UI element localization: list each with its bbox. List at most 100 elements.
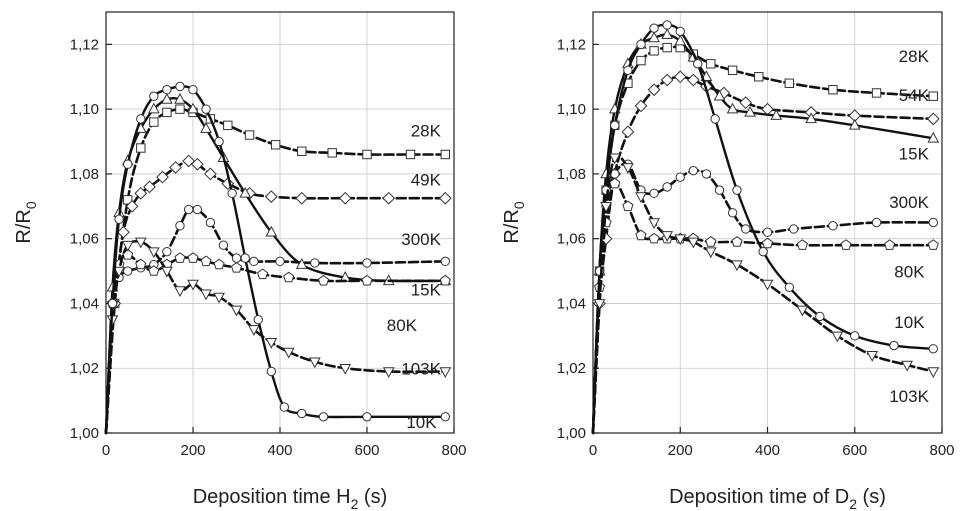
data-point — [688, 165, 699, 176]
data-point — [705, 236, 717, 247]
y-tick-label: 1,02 — [70, 360, 99, 377]
data-point — [732, 185, 742, 195]
data-point — [213, 258, 225, 270]
data-point — [339, 363, 352, 375]
data-point — [438, 191, 452, 205]
data-point — [230, 261, 243, 273]
data-point — [204, 167, 217, 181]
data-point — [673, 70, 687, 84]
data-point — [828, 221, 838, 231]
data-point — [107, 298, 118, 309]
data-point — [362, 149, 372, 160]
data-point — [327, 148, 337, 158]
data-point — [125, 199, 139, 213]
data-point — [706, 59, 716, 69]
series-103K: 103K — [104, 237, 452, 435]
data-point — [761, 237, 774, 249]
data-point — [249, 256, 259, 267]
y-tick-label: 1,04 — [70, 295, 99, 312]
data-point — [727, 208, 738, 218]
data-point — [162, 246, 172, 257]
data-point — [295, 191, 309, 205]
data-point — [649, 188, 659, 199]
data-point — [731, 236, 743, 247]
data-point — [200, 255, 212, 267]
y-tick-label: 1,10 — [70, 101, 99, 118]
data-point — [121, 240, 134, 252]
data-point — [648, 31, 660, 43]
data-point — [135, 258, 147, 270]
data-point — [188, 85, 198, 95]
data-point — [147, 102, 160, 114]
data-point — [761, 279, 774, 291]
x-axis-title: Deposition time of D2 (s) — [669, 486, 886, 511]
y-tick-label: 1,10 — [557, 101, 586, 118]
data-point — [266, 366, 276, 377]
data-point — [662, 20, 672, 30]
data-point — [675, 26, 685, 37]
y-tick-label: 1,08 — [70, 166, 99, 183]
data-point — [739, 96, 753, 110]
series-80K: 80K — [591, 177, 939, 435]
data-point — [382, 367, 395, 378]
data-point — [927, 131, 940, 143]
data-point — [257, 268, 269, 280]
series-line — [104, 253, 447, 435]
data-point — [701, 169, 712, 179]
data-point — [161, 92, 173, 104]
series-label: 103K — [889, 387, 929, 406]
data-point — [318, 412, 329, 422]
data-point — [174, 286, 186, 298]
data-point — [192, 204, 203, 215]
data-point — [674, 234, 687, 246]
data-point — [317, 274, 330, 286]
data-point — [117, 225, 130, 239]
data-point — [149, 91, 159, 101]
data-point — [889, 340, 899, 351]
data-point — [926, 112, 940, 126]
y-tick-label: 1,06 — [557, 231, 586, 248]
y-axis-title: R/R0 — [501, 201, 527, 243]
y-tick-label: 1,12 — [70, 36, 99, 53]
data-point — [648, 218, 660, 230]
series-line — [591, 162, 935, 435]
series-label: 15K — [899, 144, 930, 163]
data-point — [647, 83, 661, 97]
data-point — [740, 224, 751, 234]
data-point — [187, 102, 199, 114]
x-tick-label: 800 — [929, 442, 954, 459]
data-point — [805, 112, 818, 124]
data-point — [264, 190, 278, 203]
x-tick-label: 0 — [589, 442, 597, 459]
x-tick-label: 600 — [354, 442, 379, 459]
y-tick-label: 1,04 — [557, 295, 586, 312]
x-tick-label: 800 — [441, 442, 466, 459]
series-label: 54K — [899, 86, 930, 105]
data-point — [636, 55, 646, 66]
data-point — [123, 159, 133, 169]
data-point — [187, 252, 199, 263]
data-point — [622, 200, 634, 212]
data-point — [148, 265, 160, 276]
y-tick-label: 1,08 — [557, 166, 586, 183]
data-point — [744, 105, 756, 117]
data-point — [123, 266, 133, 276]
data-point — [796, 239, 808, 250]
data-point — [214, 136, 224, 147]
data-point — [362, 412, 372, 422]
data-point — [648, 232, 660, 244]
data-point — [190, 157, 204, 171]
data-point — [927, 239, 939, 250]
data-point — [928, 91, 938, 101]
series-label: 80K — [387, 316, 418, 335]
chart-deuterium: 0 200 400 600 800 1,00 1,02 1,04 1,06 1,08 1,10 1,1… — [501, 11, 955, 511]
data-point — [265, 338, 278, 349]
data-point — [283, 271, 295, 283]
data-point — [440, 256, 450, 267]
data-point — [174, 92, 186, 104]
series-label: 80K — [894, 263, 925, 282]
data-point — [762, 227, 773, 237]
series-line — [104, 159, 447, 435]
x-tick-label: 600 — [842, 442, 867, 459]
